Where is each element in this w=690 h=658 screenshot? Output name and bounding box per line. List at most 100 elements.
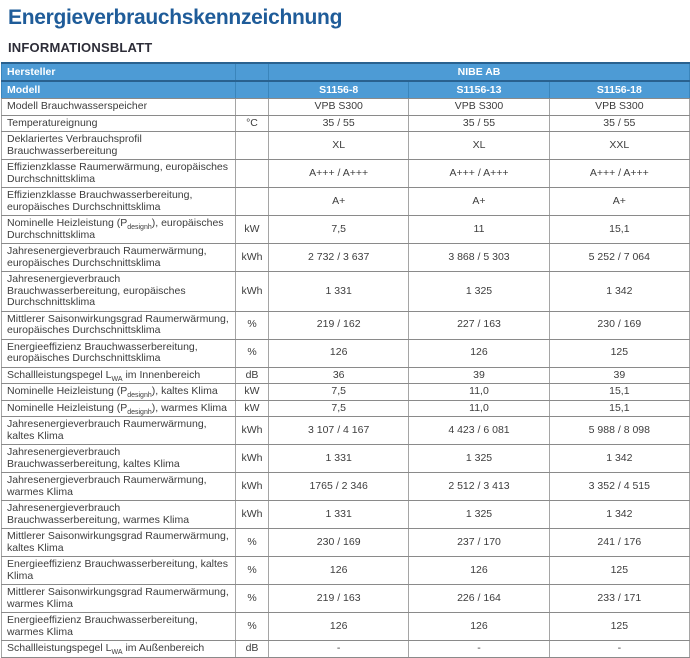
manufacturer-label: Hersteller <box>1 62 236 82</box>
value-cell: 1765 / 2 346 <box>267 472 410 501</box>
row-label: Energieeffizienz Brauchwasserbereitung, … <box>1 556 236 585</box>
value-cell: 35 / 55 <box>267 114 410 132</box>
row-label: Mittlerer Saisonwirkungsgrad Raumerwärmu… <box>1 584 236 613</box>
row-label-pre: Nominelle Heizleistung (P <box>7 217 128 229</box>
manufacturer-header-row: Hersteller NIBE AB <box>1 62 690 82</box>
row-label: Energieeffizienz Brauchwasserbereitung, … <box>1 338 236 368</box>
value-cell: XL <box>408 131 550 160</box>
table-row: Jahresenergieverbrauch Raumerwärmung, wa… <box>1 472 690 501</box>
unit-cell: kWh <box>235 500 269 529</box>
unit-cell: dB <box>235 366 269 384</box>
row-label: Energieeffizienz Brauchwasserbereitung, … <box>1 612 236 641</box>
value-cell: 11,0 <box>408 383 550 401</box>
table-row: Effizienzklasse Brauchwasserbereitung, e… <box>1 187 690 216</box>
unit-cell <box>235 187 269 216</box>
row-label-pre: Effizienzklasse Brauchwasserbereitung, e… <box>7 189 193 213</box>
value-cell: XL <box>267 131 410 160</box>
value-cell: 1 325 <box>408 271 550 312</box>
row-label-sub: designh <box>127 408 152 416</box>
row-label-pre: Jahresenergieverbrauch Brauchwasserberei… <box>7 502 190 526</box>
row-label-pre: Energieeffizienz Brauchwasserbereitung, … <box>7 340 198 364</box>
row-label-pre: Effizienzklasse Raumerwärmung, europäisc… <box>7 161 228 185</box>
table-row: Nominelle Heizleistung (Pdesignh), europ… <box>1 215 690 244</box>
table-row: Energieeffizienz Brauchwasserbereitung, … <box>1 612 690 641</box>
row-label: Schallleistungspegel LWA im Außenbereich <box>1 640 236 658</box>
value-cell: 126 <box>267 612 410 641</box>
manufacturer-unit-spacer <box>235 62 269 82</box>
table-row: Jahresenergieverbrauch Brauchwasserberei… <box>1 444 690 473</box>
table-row: Mittlerer Saisonwirkungsgrad Raumerwärmu… <box>1 528 690 557</box>
row-label-pre: Deklariertes Verbrauchsprofil Brauchwass… <box>7 133 142 157</box>
row-label-pre: Mittlerer Saisonwirkungsgrad Raumerwärmu… <box>7 530 229 554</box>
value-cell: 5 988 / 8 098 <box>548 416 690 445</box>
row-label-pre: Jahresenergieverbrauch Raumerwärmung, ka… <box>7 418 207 442</box>
row-label: Mittlerer Saisonwirkungsgrad Raumerwärmu… <box>1 310 236 340</box>
row-label-pre: Nominelle Heizleistung (P <box>7 385 128 397</box>
row-label-post: im Außenbereich <box>122 642 205 654</box>
value-cell: XXL <box>548 131 690 160</box>
row-label-pre: Modell Brauchwasserspeicher <box>7 100 148 112</box>
value-cell: 2 512 / 3 413 <box>408 472 550 501</box>
row-label: Nominelle Heizleistung (Pdesignh), warme… <box>1 399 236 417</box>
value-cell: A+ <box>267 187 410 216</box>
unit-cell: kWh <box>235 243 269 272</box>
value-cell: 11 <box>408 215 550 244</box>
table-row: Jahresenergieverbrauch Brauchwasserberei… <box>1 271 690 312</box>
table-row: Jahresenergieverbrauch Raumerwärmung, eu… <box>1 243 690 272</box>
model-name: S1156-8 <box>267 81 410 99</box>
value-cell: 3 107 / 4 167 <box>267 416 410 445</box>
value-cell: 126 <box>408 338 550 368</box>
unit-cell: % <box>235 612 269 641</box>
value-cell: 1 331 <box>267 444 410 473</box>
row-label: Jahresenergieverbrauch Raumerwärmung, eu… <box>1 243 236 272</box>
value-cell: 233 / 171 <box>548 584 690 613</box>
table-row: Mittlerer Saisonwirkungsgrad Raumerwärmu… <box>1 584 690 613</box>
value-cell: 7,5 <box>267 399 410 417</box>
row-label: Jahresenergieverbrauch Brauchwasserberei… <box>1 444 236 473</box>
model-name: S1156-13 <box>408 81 550 99</box>
value-cell: 39 <box>548 366 690 384</box>
table-row: Effizienzklasse Raumerwärmung, europäisc… <box>1 159 690 188</box>
row-label-sub: WA <box>111 649 123 657</box>
unit-cell <box>235 131 269 160</box>
table-row: Energieeffizienz Brauchwasserbereitung, … <box>1 338 690 368</box>
model-label: Modell <box>1 81 236 99</box>
unit-cell: % <box>235 556 269 585</box>
value-cell: 1 342 <box>548 500 690 529</box>
row-label: Effizienzklasse Raumerwärmung, europäisc… <box>1 159 236 188</box>
value-cell: A+++ / A+++ <box>267 159 410 188</box>
table-row: Energieeffizienz Brauchwasserbereitung, … <box>1 556 690 585</box>
row-label: Modell Brauchwasserspeicher <box>1 98 236 116</box>
value-cell: 35 / 55 <box>408 114 550 132</box>
value-cell: 15,1 <box>548 215 690 244</box>
value-cell: VPB S300 <box>548 98 690 116</box>
value-cell: A+ <box>408 187 550 216</box>
row-label-pre: Nominelle Heizleistung (P <box>7 401 128 414</box>
row-label-pre: Jahresenergieverbrauch Brauchwasserberei… <box>7 273 186 308</box>
value-cell: 11,0 <box>408 399 550 417</box>
row-label-pre: Energieeffizienz Brauchwasserbereitung, … <box>7 558 229 582</box>
table-row: Schallleistungspegel LWA im Außenbereich… <box>1 640 690 658</box>
unit-cell: °C <box>235 114 269 132</box>
value-cell: 15,1 <box>548 399 690 417</box>
value-cell: 226 / 164 <box>408 584 550 613</box>
value-cell: 7,5 <box>267 215 410 244</box>
value-cell: 4 423 / 6 081 <box>408 416 550 445</box>
row-label-pre: Jahresenergieverbrauch Raumerwärmung, wa… <box>7 474 207 498</box>
unit-cell <box>235 98 269 116</box>
table-row: Nominelle Heizleistung (Pdesignh), warme… <box>1 399 690 417</box>
value-cell: 39 <box>408 366 550 384</box>
model-unit-spacer <box>235 81 269 99</box>
row-label-sub: designh <box>127 224 152 232</box>
row-label-pre: Energieeffizienz Brauchwasserbereitung, … <box>7 614 198 638</box>
value-cell: 227 / 163 <box>408 310 550 340</box>
row-label-pre: Temperatureignung <box>7 116 98 129</box>
row-label-post: ), kaltes Klima <box>151 385 218 397</box>
table-body: Modell Brauchwasserspeicher VPB S300 VPB… <box>1 98 690 658</box>
value-cell: - <box>548 640 690 658</box>
table-row: Schallleistungspegel LWA im Innenbereich… <box>1 366 690 384</box>
unit-cell: kW <box>235 399 269 417</box>
row-label-sub: WA <box>111 375 123 383</box>
row-label: Nominelle Heizleistung (Pdesignh), kalte… <box>1 383 236 401</box>
row-label: Mittlerer Saisonwirkungsgrad Raumerwärmu… <box>1 528 236 557</box>
